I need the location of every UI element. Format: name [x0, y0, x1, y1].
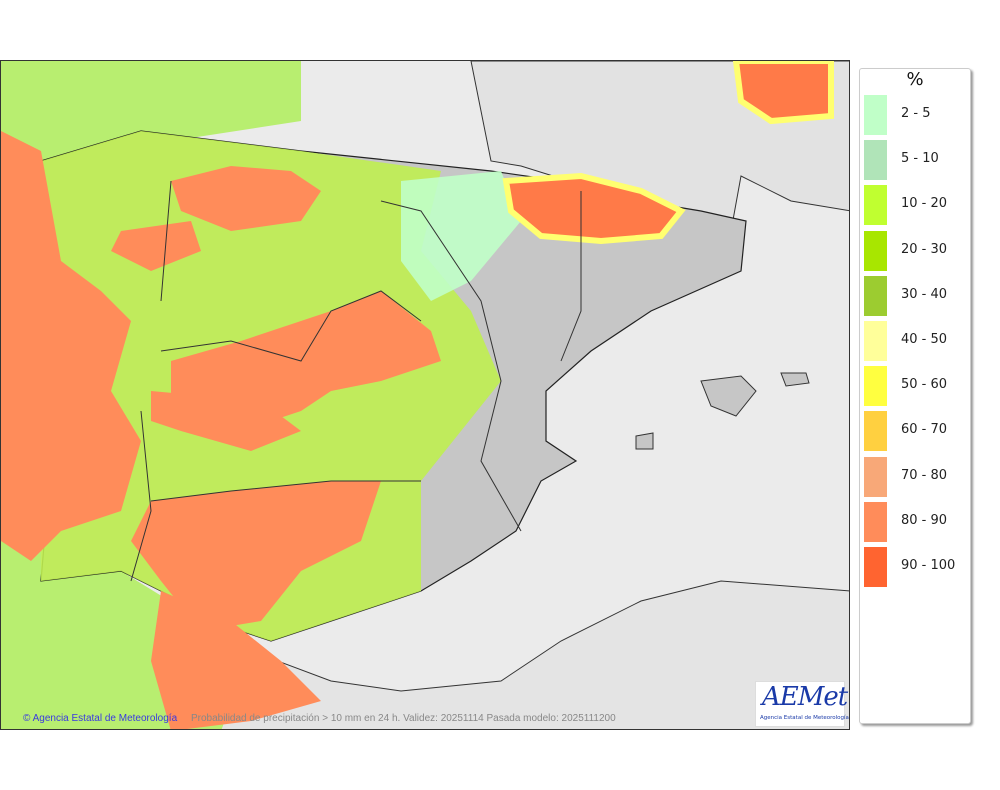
legend-swatch [864, 185, 887, 226]
legend-item: 10 - 20 [864, 185, 968, 227]
legend-label: 60 - 70 [901, 422, 948, 438]
sw-red-zone [151, 591, 321, 729]
nw-red-zone [111, 221, 201, 271]
legend-label: 20 - 30 [901, 241, 948, 257]
mallorca [700, 375, 757, 417]
map-canvas [1, 61, 849, 729]
precipitation-probability-map: © Agencia Estatal de Meteorología Probab… [0, 60, 850, 730]
legend-label: 5 - 10 [901, 151, 939, 167]
light-green-zone [401, 171, 521, 301]
legend-item: 70 - 80 [864, 456, 968, 499]
pyrenees-red-zone [502, 172, 686, 245]
legend-swatch [864, 230, 887, 271]
legend-label: 10 - 20 [901, 196, 948, 212]
legend-label: 50 - 60 [901, 377, 948, 393]
west-red-zone [1, 131, 141, 561]
agency-credit: © Agencia Estatal de Meteorología [23, 713, 178, 724]
andalusia-red-zone [131, 481, 381, 631]
legend-swatch [864, 321, 887, 361]
legend-swatch [864, 275, 887, 316]
central-red-zone [171, 291, 441, 431]
legend-item: 80 - 90 [864, 501, 968, 544]
ibiza [635, 432, 654, 450]
legend-title: % [906, 69, 924, 90]
france-red-zone [732, 61, 834, 125]
map-caption: Probabilidad de precipitación > 10 mm en… [191, 713, 616, 724]
legend-swatch [864, 411, 887, 452]
menorca [780, 372, 810, 387]
legend-item: 20 - 30 [864, 230, 968, 273]
legend-swatch [864, 501, 887, 542]
legend-item: 50 - 60 [864, 366, 968, 408]
north-red-zone [171, 166, 321, 231]
logo-wordmark: AEMet [762, 682, 848, 712]
legend-item: 30 - 40 [864, 275, 968, 318]
legend-swatch [864, 366, 887, 407]
legend-swatch [864, 456, 887, 497]
atlantic-forecast [1, 61, 301, 729]
legend-swatch [864, 547, 887, 587]
legend-item: 2 - 5 [864, 95, 968, 137]
legend-item: 40 - 50 [864, 321, 968, 363]
legend-item: 90 - 100 [864, 547, 968, 589]
legend-item: 5 - 10 [864, 140, 968, 182]
extremadura-red-zone [151, 391, 301, 451]
legend-label: 90 - 100 [901, 558, 956, 573]
legend-label: 2 - 5 [901, 106, 931, 121]
logo-subtitle: Agencia Estatal de Meteorología [760, 715, 849, 721]
legend-label: 40 - 50 [901, 332, 948, 347]
aemet-logo: AEMet Agencia Estatal de Meteorología [755, 681, 849, 727]
legend-swatch [864, 95, 887, 135]
legend-label: 80 - 90 [901, 512, 948, 528]
legend-label: 30 - 40 [901, 286, 948, 302]
region-borders [130, 180, 582, 582]
legend: % 2 - 5 5 - 10 10 - 20 20 - 30 30 - 40 40 - 5… [859, 68, 971, 724]
legend-swatch [864, 140, 887, 181]
legend-label: 70 - 80 [901, 467, 948, 483]
africa-land [201, 580, 849, 729]
legend-item: 60 - 70 [864, 411, 968, 453]
